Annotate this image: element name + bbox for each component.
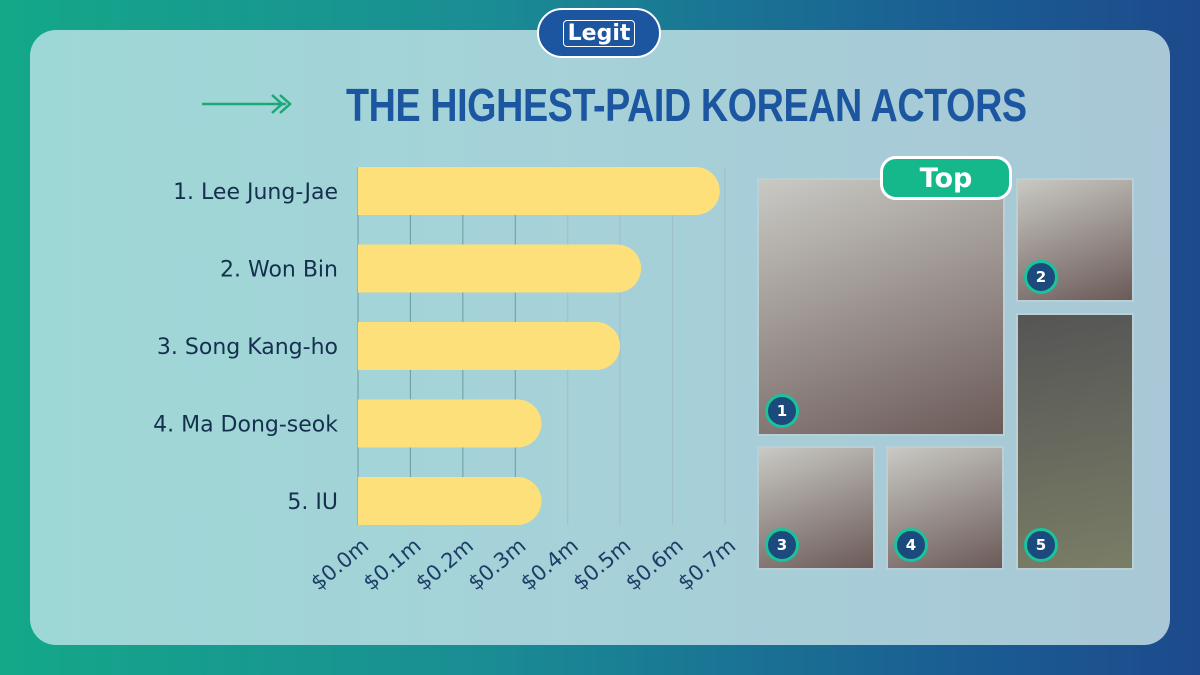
photo-4: 4 xyxy=(886,446,1004,570)
chart-title: THE HIGHEST-PAID KOREAN ACTORS xyxy=(346,79,1027,131)
photo-3: 3 xyxy=(757,446,875,570)
category-label: 4. Ma Dong-seok xyxy=(153,413,338,438)
photo-1: 1 xyxy=(757,178,1005,436)
bar xyxy=(358,167,720,215)
tick-label: $0.5m xyxy=(568,533,635,595)
bar xyxy=(358,322,621,370)
rank-badge: 2 xyxy=(1024,260,1058,294)
tick-label: $0.3m xyxy=(464,533,531,595)
tick-label: $0.7m xyxy=(673,533,740,595)
category-label: 3. Song Kang-ho xyxy=(157,335,338,360)
bar xyxy=(358,399,542,448)
category-label: 5. IU xyxy=(287,490,338,515)
rank-badge: 1 xyxy=(765,394,799,428)
rank-badge: 4 xyxy=(894,528,928,562)
bar xyxy=(358,244,642,293)
category-label: 2. Won Bin xyxy=(220,258,338,283)
tick-label: $0.2m xyxy=(411,533,478,595)
photo-2: 2 xyxy=(1016,178,1134,302)
top-label: Top xyxy=(880,156,1012,200)
tick-label: $0.4m xyxy=(516,533,583,595)
rank-badge: 5 xyxy=(1024,528,1058,562)
legit-logo: Legit xyxy=(537,8,661,58)
rank-badge: 3 xyxy=(765,528,799,562)
category-label: 1. Lee Jung-Jae xyxy=(173,180,338,205)
photo-5: 5 xyxy=(1016,313,1134,570)
bar xyxy=(358,477,542,525)
tick-label: $0.1m xyxy=(359,533,426,595)
arrow-icon xyxy=(202,94,292,114)
tick-label: $0.6m xyxy=(621,533,688,595)
logo-text: Legit xyxy=(562,19,636,47)
tick-label: $0.0m xyxy=(306,533,373,595)
